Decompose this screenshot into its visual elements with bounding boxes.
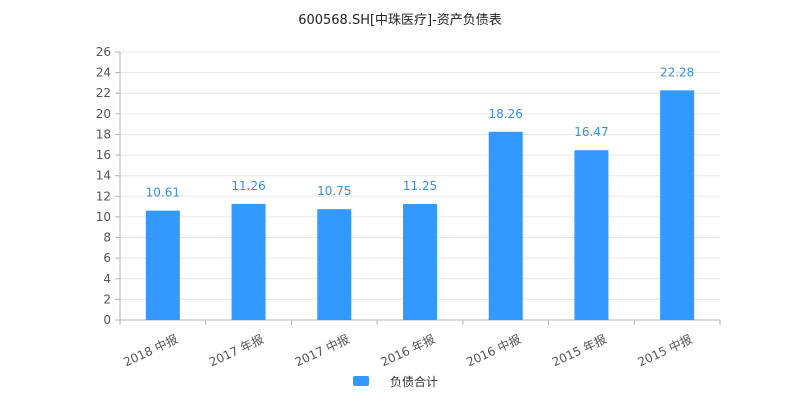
y-tick-label: 14 xyxy=(96,169,111,183)
y-tick-label: 0 xyxy=(103,313,111,327)
x-tick-label: 2016 中报 xyxy=(464,331,523,369)
x-tick-label: 2016 年报 xyxy=(378,331,437,369)
y-tick-label: 4 xyxy=(103,272,111,286)
data-label: 18.26 xyxy=(489,107,523,121)
data-label: 22.28 xyxy=(660,65,694,79)
legend[interactable]: 负债合计 xyxy=(353,374,438,389)
x-tick-label: 2015 年报 xyxy=(549,331,608,369)
bar[interactable] xyxy=(660,90,695,321)
legend-swatch xyxy=(353,376,369,386)
y-tick-label: 20 xyxy=(96,107,111,121)
y-tick-label: 8 xyxy=(103,231,111,245)
x-tick-label: 2017 年报 xyxy=(207,331,266,369)
legend-label: 负债合计 xyxy=(390,374,438,389)
data-label: 10.61 xyxy=(146,186,180,200)
y-tick-label: 10 xyxy=(96,210,111,224)
bar[interactable] xyxy=(145,210,180,320)
y-tick-label: 16 xyxy=(96,148,111,162)
y-tick-label: 24 xyxy=(96,66,111,80)
y-tick-label: 18 xyxy=(96,127,111,141)
bar[interactable] xyxy=(317,209,352,320)
x-tick-label: 2018 中报 xyxy=(121,331,180,369)
data-labels: 10.61 11.26 10.75 11.25 18.26 16.47 22.28 xyxy=(146,65,695,199)
bars xyxy=(145,90,695,321)
bar[interactable] xyxy=(403,204,437,320)
y-tick-label: 6 xyxy=(103,251,111,265)
data-label: 11.26 xyxy=(231,179,265,193)
bar[interactable] xyxy=(574,150,609,320)
chart-title: 600568.SH[中珠医疗]-资产负债表 xyxy=(298,13,502,28)
x-tick-label: 2017 中报 xyxy=(292,331,351,369)
data-label: 16.47 xyxy=(574,125,608,139)
bar[interactable] xyxy=(488,131,523,320)
y-tick-label: 12 xyxy=(96,189,111,203)
data-label: 10.75 xyxy=(317,184,351,198)
bar[interactable] xyxy=(231,203,266,320)
y-tick-label: 2 xyxy=(103,292,111,306)
data-label: 11.25 xyxy=(403,179,437,193)
x-tick-label: 2015 中报 xyxy=(635,331,694,369)
y-tick-label: 22 xyxy=(96,86,111,100)
x-axis: 2018 中报 2017 年报 2017 中报 2016 年报 2016 中报 2015 … xyxy=(119,319,721,369)
y-tick-label: 26 xyxy=(96,45,111,59)
